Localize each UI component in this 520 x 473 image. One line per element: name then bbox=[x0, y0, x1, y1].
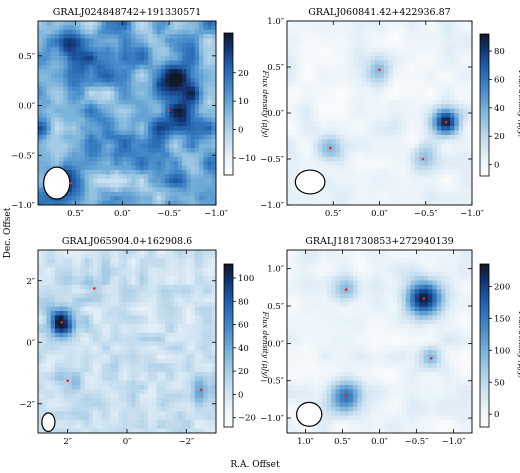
colorbar-label: Flux density (μJy) bbox=[261, 70, 270, 138]
y-tick-label: 2″ bbox=[26, 277, 35, 287]
colorbar: 100 80 60 40 20 0 −20 Flux density (μJy) bbox=[223, 263, 270, 428]
colorbar: 20 10 0 −10 Flux density (μJy) bbox=[223, 32, 270, 176]
colorbar-tick-label: 100 bbox=[494, 346, 510, 356]
source-marker-3 bbox=[430, 357, 433, 360]
panel-group: GRALJ024848742+191330571 0.5″ 0.0″ −0.5″ −1.… bbox=[11, 7, 520, 447]
source-marker-4 bbox=[344, 394, 348, 397]
x-tick-label: 0.5″ bbox=[334, 437, 351, 447]
heatmap-image bbox=[287, 21, 473, 206]
panel-title: GRALJ060841.42+422936.87 bbox=[308, 7, 450, 18]
y-tick-label: −1.0″ bbox=[11, 201, 35, 211]
colorbar-tick-label: 60 bbox=[494, 75, 505, 85]
panel-title: GRALJ024848742+191330571 bbox=[53, 7, 201, 18]
y-tick-label: 0″ bbox=[26, 338, 35, 348]
y-tick-label: 1.0″ bbox=[267, 17, 284, 27]
colorbar-tick-label: 60 bbox=[238, 321, 249, 331]
x-tick-label: 0.0″ bbox=[371, 209, 388, 219]
panel-3: GRALJ065904.0+162908.6 2″ 0″ −2″ 2″ 0″ −2″ 100 8… bbox=[19, 236, 270, 447]
x-tick-label: 0″ bbox=[123, 437, 132, 447]
plot-frame bbox=[37, 20, 217, 206]
y-tick-label: 0.5″ bbox=[18, 52, 35, 62]
colorbar-tick-label: 40 bbox=[494, 104, 505, 114]
panel-2: GRALJ060841.42+422936.87 0.5″ 0.0″ −0.5″ −1.… bbox=[260, 7, 520, 219]
colorbar-tick-label: 0 bbox=[238, 126, 243, 136]
colorbar-tick-label: 80 bbox=[238, 297, 249, 307]
colorbar-tick-label: 10 bbox=[238, 97, 249, 107]
source-marker-1 bbox=[378, 68, 381, 72]
colorbar-tick-label: 100 bbox=[238, 274, 254, 284]
colorbar-tick-label: 20 bbox=[238, 367, 249, 377]
panel-4: GRALJ181730853+272940139 1.0″ 0.5″ 0.0″ −0.5… bbox=[260, 236, 520, 447]
source-marker-2 bbox=[69, 181, 73, 185]
x-tick-label: 0.0″ bbox=[371, 437, 388, 447]
y-tick-label: −1.0″ bbox=[260, 414, 284, 424]
x-tick-label: −0.5″ bbox=[157, 209, 181, 219]
y-axis-label: Dec. Offset bbox=[3, 207, 13, 258]
y-tick-label: −0.5″ bbox=[260, 377, 284, 387]
colorbar-tick-label: 40 bbox=[238, 344, 249, 354]
beam-ellipse bbox=[296, 401, 323, 427]
source-marker-3 bbox=[66, 379, 69, 383]
colorbar: 200 150 100 50 0 Flux density (μJy) bbox=[479, 263, 520, 428]
source-marker-1 bbox=[344, 288, 348, 291]
x-tick-label: −0.5″ bbox=[405, 437, 429, 447]
source-marker-2 bbox=[444, 120, 448, 124]
source-marker-2 bbox=[60, 320, 64, 324]
source-marker-2 bbox=[422, 297, 426, 300]
colorbar-tick-label: −10 bbox=[238, 154, 256, 164]
colorbar-tick-label: 50 bbox=[494, 378, 505, 388]
heatmap-image bbox=[287, 250, 473, 434]
x-tick-label: 0.0″ bbox=[114, 209, 131, 219]
colorbar-tick-label: 0 bbox=[238, 390, 243, 400]
colorbar-label: Flux density (μJy) bbox=[517, 311, 520, 379]
heatmap-image bbox=[38, 250, 217, 434]
y-tick-label: 0.0″ bbox=[267, 109, 284, 119]
beam-ellipse bbox=[43, 166, 71, 200]
colorbar-label: Flux density (μJy) bbox=[517, 70, 520, 138]
y-tick-label: −0.5″ bbox=[260, 155, 284, 165]
y-tick-label: −1.0″ bbox=[260, 201, 284, 211]
x-tick-label: −1.0″ bbox=[460, 209, 484, 219]
y-tick-label: −2″ bbox=[19, 400, 35, 410]
y-tick-label: 0.5″ bbox=[267, 63, 284, 73]
panel-title: GRALJ065904.0+162908.6 bbox=[62, 236, 192, 247]
colorbar-tick-label: 0 bbox=[494, 161, 499, 171]
x-tick-label: −1.0″ bbox=[442, 437, 466, 447]
source-marker-3 bbox=[329, 146, 332, 150]
colorbar: 80 60 40 20 0 Flux density (μJy) bbox=[479, 33, 520, 177]
y-tick-label: 1.0″ bbox=[267, 265, 284, 275]
colorbar-tick-label: 20 bbox=[494, 132, 505, 142]
x-tick-label: −2″ bbox=[178, 437, 194, 447]
x-tick-label: −0.5″ bbox=[414, 209, 438, 219]
beam-ellipse bbox=[41, 412, 56, 433]
source-marker-4 bbox=[421, 157, 425, 161]
colorbar-label: Flux density (μJy) bbox=[261, 311, 270, 379]
colorbar-tick-label: 20 bbox=[238, 69, 249, 79]
x-tick-label: 0.5″ bbox=[67, 209, 84, 219]
heatmap-image bbox=[38, 21, 217, 206]
x-axis-label: R.A. Offset bbox=[230, 460, 280, 470]
y-tick-label: 0.5″ bbox=[267, 302, 284, 312]
y-tick-label: 0.0″ bbox=[267, 339, 284, 349]
x-tick-label: 2″ bbox=[63, 437, 72, 447]
source-marker-4 bbox=[199, 388, 203, 392]
x-tick-label: 0.5″ bbox=[325, 209, 342, 219]
beam-ellipse bbox=[294, 169, 326, 195]
colorbar-tick-label: 200 bbox=[494, 282, 510, 292]
colorbar-tick-label: 150 bbox=[494, 314, 510, 324]
source-marker-1 bbox=[167, 109, 171, 112]
panel-1: GRALJ024848742+191330571 0.5″ 0.0″ −0.5″ −1.… bbox=[11, 7, 270, 219]
x-tick-label: −1.0″ bbox=[204, 209, 228, 219]
y-tick-label: 0.0″ bbox=[18, 102, 35, 112]
colorbar-tick-label: 80 bbox=[494, 47, 505, 57]
source-marker-1 bbox=[93, 287, 96, 290]
colorbar-tick-label: −20 bbox=[238, 414, 256, 424]
x-tick-label: 1.0″ bbox=[297, 437, 314, 447]
colorbar-tick-label: 0 bbox=[494, 410, 499, 420]
y-tick-label: −0.5″ bbox=[11, 151, 35, 161]
panel-title: GRALJ181730853+272940139 bbox=[305, 236, 453, 247]
